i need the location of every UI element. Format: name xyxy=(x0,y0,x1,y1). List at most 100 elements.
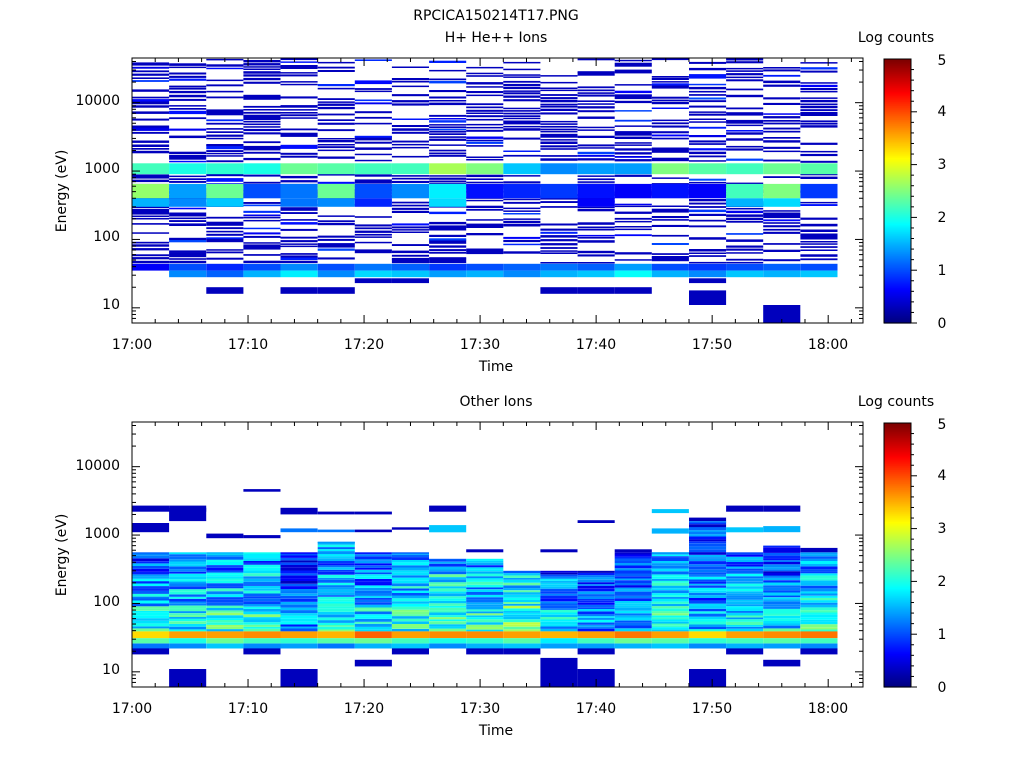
heatmap-cell xyxy=(540,629,578,632)
heatmap-cell xyxy=(391,567,429,571)
heatmap-cell xyxy=(206,597,244,600)
colorbar-segment xyxy=(884,277,911,280)
heatmap-cell xyxy=(763,249,801,252)
heatmap-cell xyxy=(726,505,764,512)
heatmap-cell xyxy=(726,566,764,569)
colorbar-segment xyxy=(884,73,911,76)
heatmap-cell xyxy=(429,563,467,567)
heatmap-cell xyxy=(354,611,392,615)
heatmap-cell xyxy=(391,606,429,610)
heatmap-cell xyxy=(132,610,170,613)
x-axis-label: Time xyxy=(478,359,513,375)
x-tick-label: 17:50 xyxy=(692,337,732,353)
heatmap-cell xyxy=(726,601,764,605)
heatmap-cell xyxy=(317,625,355,627)
heatmap-cell xyxy=(317,585,355,588)
colorbar-segment xyxy=(884,275,911,278)
colorbar-segment xyxy=(884,465,911,468)
heatmap-cell xyxy=(689,576,727,580)
heatmap-cell xyxy=(354,552,392,555)
heatmap-cell xyxy=(280,198,318,207)
heatmap-cell xyxy=(169,564,207,567)
colorbar-segment xyxy=(884,259,911,262)
heatmap-cell xyxy=(280,618,318,622)
colorbar-segment xyxy=(884,533,911,536)
heatmap-cell xyxy=(689,111,727,113)
heatmap-cell xyxy=(169,105,207,107)
heatmap-cell xyxy=(206,79,244,82)
heatmap-cell xyxy=(429,612,467,616)
heatmap-cell xyxy=(169,631,207,639)
heatmap-cell xyxy=(540,148,578,150)
heatmap-cell xyxy=(763,659,801,667)
heatmap-cell xyxy=(651,601,689,604)
colorbar-segment xyxy=(884,653,911,656)
heatmap-cell xyxy=(466,205,504,208)
heatmap-cell xyxy=(317,608,355,612)
heatmap-cell xyxy=(243,638,281,644)
x-tick-label: 17:00 xyxy=(112,701,152,717)
heatmap-cell xyxy=(540,250,578,252)
heatmap-cell xyxy=(206,144,244,150)
heatmap-cell xyxy=(466,249,504,255)
heatmap-cell xyxy=(800,607,838,610)
colorbar-segment xyxy=(884,679,911,682)
colorbar-segment xyxy=(884,557,911,560)
heatmap-cell xyxy=(651,101,689,105)
colorbar-segment xyxy=(884,551,911,554)
heatmap-cell xyxy=(206,119,244,122)
heatmap-cell xyxy=(763,225,801,228)
colorbar-segment xyxy=(884,139,911,142)
heatmap-cell xyxy=(317,638,355,644)
heatmap-cell xyxy=(169,270,207,278)
heatmap-cell xyxy=(206,251,244,254)
colorbar-segment xyxy=(884,587,911,590)
heatmap-cell xyxy=(280,578,318,581)
colorbar-segment xyxy=(884,191,911,194)
heatmap-cell xyxy=(726,591,764,594)
colorbar-segment xyxy=(884,289,911,292)
heatmap-cell xyxy=(280,152,318,155)
heatmap-cell xyxy=(354,569,392,573)
heatmap-cell xyxy=(280,114,318,117)
heatmap-cell xyxy=(466,163,504,175)
heatmap-cell xyxy=(280,624,318,627)
heatmap-cell xyxy=(429,69,467,72)
colorbar-segment xyxy=(884,511,911,514)
heatmap-cell xyxy=(429,114,467,117)
heatmap-cell xyxy=(466,594,504,598)
colorbar-segment xyxy=(884,161,911,164)
heatmap-cell xyxy=(800,103,838,106)
heatmap-cell xyxy=(391,624,429,628)
x-tick-label: 18:00 xyxy=(808,701,848,717)
heatmap-cell xyxy=(206,227,244,230)
heatmap-cell xyxy=(243,216,281,219)
heatmap-cell xyxy=(503,198,541,201)
heatmap-cell xyxy=(540,574,578,577)
heatmap-cell xyxy=(391,207,429,210)
heatmap-cell xyxy=(317,603,355,607)
heatmap-cell xyxy=(169,623,207,627)
heatmap-cell xyxy=(429,525,467,533)
colorbar-segment xyxy=(884,503,911,506)
heatmap-cell xyxy=(429,619,467,622)
heatmap-cell xyxy=(689,524,727,528)
heatmap-cell xyxy=(689,534,727,537)
heatmap-cell xyxy=(614,203,652,206)
heatmap-cell xyxy=(317,643,355,649)
heatmap-cell xyxy=(540,120,578,123)
heatmap-cell xyxy=(391,562,429,566)
heatmap-cell xyxy=(317,571,355,575)
panel-other-ions: Other Ions Log counts 10 100 1000 10000 … xyxy=(54,394,947,739)
colorbar-tick-labels: 0 1 2 3 4 5 xyxy=(938,53,947,332)
colorbar-segment xyxy=(884,173,911,176)
heatmap-cell xyxy=(763,547,801,550)
heatmap-cell xyxy=(763,573,801,576)
colorbar-segment xyxy=(884,609,911,612)
heatmap-cell xyxy=(577,628,615,632)
heatmap-cell xyxy=(466,599,504,603)
heatmap-cell xyxy=(317,138,355,140)
heatmap-cell xyxy=(429,607,467,611)
heatmap-cell xyxy=(169,85,207,88)
heatmap-cell xyxy=(429,624,467,627)
